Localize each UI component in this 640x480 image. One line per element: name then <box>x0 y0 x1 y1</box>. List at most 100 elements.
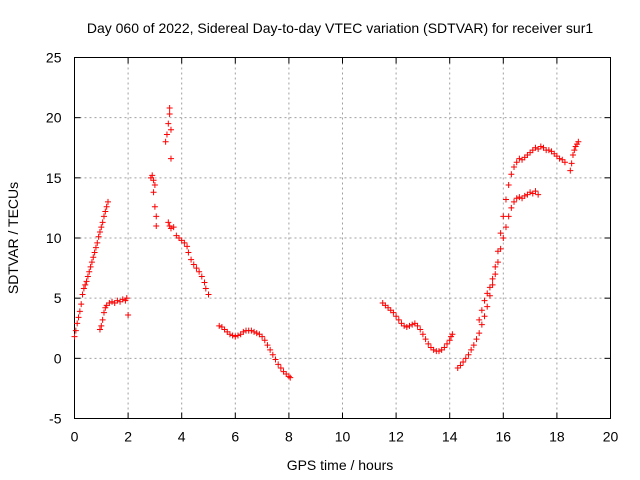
data-point <box>537 143 544 150</box>
y-axis-label: SDTVAR / TECUs <box>5 182 21 294</box>
data-point <box>269 351 276 358</box>
x-tick-label: 8 <box>285 429 293 445</box>
data-point <box>248 327 255 334</box>
data-point <box>508 171 515 178</box>
data-point <box>478 321 485 328</box>
data-point <box>502 224 509 231</box>
data-point <box>100 309 107 316</box>
data-point <box>96 228 103 235</box>
data-point <box>468 346 475 353</box>
x-tick-label: 6 <box>231 429 239 445</box>
data-point <box>74 320 81 327</box>
data-point <box>96 326 103 333</box>
data-point <box>481 313 488 320</box>
data-point <box>500 213 507 220</box>
data-point <box>395 316 402 323</box>
data-point <box>80 285 87 292</box>
data-point <box>105 198 111 205</box>
data-point <box>94 239 101 246</box>
x-tick-label: 18 <box>549 429 565 445</box>
data-point <box>202 285 209 292</box>
data-point <box>150 177 157 184</box>
y-tick-label: -5 <box>49 411 62 427</box>
data-point <box>470 342 477 349</box>
data-point <box>575 138 582 145</box>
data-point <box>425 340 432 347</box>
data-point <box>87 263 94 270</box>
data-point <box>72 327 79 334</box>
data-point <box>167 225 174 232</box>
data-point <box>478 307 485 314</box>
data-point <box>92 244 99 251</box>
data-point <box>430 346 437 353</box>
grid <box>74 57 611 419</box>
data-point <box>462 355 469 362</box>
data-point <box>422 336 429 343</box>
data-point <box>494 248 501 255</box>
data-point <box>275 361 282 368</box>
data-point <box>106 299 113 306</box>
data-point <box>406 322 413 329</box>
data-point <box>511 164 518 171</box>
data-point <box>267 346 274 353</box>
data-point <box>505 182 512 189</box>
data-point <box>414 322 421 329</box>
data-point <box>409 321 416 328</box>
data-point <box>505 213 512 220</box>
data-point <box>149 172 156 179</box>
x-tick-label: 14 <box>442 429 458 445</box>
x-tick-label: 10 <box>335 429 351 445</box>
y-tick-label: 15 <box>46 170 62 186</box>
data-point <box>165 120 172 127</box>
data-point <box>253 330 260 337</box>
data-point <box>185 249 192 256</box>
x-tick-label: 16 <box>496 429 512 445</box>
data-point <box>91 249 98 256</box>
data-point <box>166 105 173 112</box>
data-point <box>86 268 93 275</box>
y-tick-label: 20 <box>46 110 62 126</box>
data-point <box>449 331 456 338</box>
y-tick-label: 25 <box>46 50 62 66</box>
data-points <box>71 105 582 381</box>
y-tick-label: 10 <box>46 230 62 246</box>
data-point <box>473 336 480 343</box>
data-point <box>556 155 563 162</box>
data-point <box>99 219 106 226</box>
data-point <box>261 337 268 344</box>
data-point <box>444 340 451 347</box>
data-point <box>508 204 515 211</box>
data-point <box>119 296 126 303</box>
data-point <box>201 279 208 286</box>
data-point <box>489 275 496 282</box>
data-point <box>162 138 169 145</box>
data-point <box>193 265 200 272</box>
data-point <box>476 330 483 337</box>
data-point <box>277 364 284 371</box>
data-point <box>285 373 292 380</box>
data-point <box>166 111 173 118</box>
data-point <box>569 151 576 158</box>
data-point <box>123 295 130 302</box>
data-point <box>163 131 170 138</box>
data-point <box>167 126 174 133</box>
data-point <box>484 290 491 297</box>
data-point <box>401 322 408 329</box>
data-point <box>460 358 467 365</box>
data-point <box>521 192 528 199</box>
data-point <box>513 195 520 202</box>
x-tick-label: 12 <box>388 429 404 445</box>
data-point <box>476 316 483 323</box>
data-point <box>71 333 78 340</box>
data-point <box>272 356 279 363</box>
data-point <box>571 147 578 154</box>
data-point <box>535 191 542 198</box>
y-tick-label: 5 <box>54 290 62 306</box>
data-point <box>153 213 160 220</box>
data-point <box>82 281 89 288</box>
data-point <box>151 203 158 210</box>
data-point <box>492 263 499 270</box>
data-point <box>109 298 116 305</box>
data-point <box>90 254 97 261</box>
